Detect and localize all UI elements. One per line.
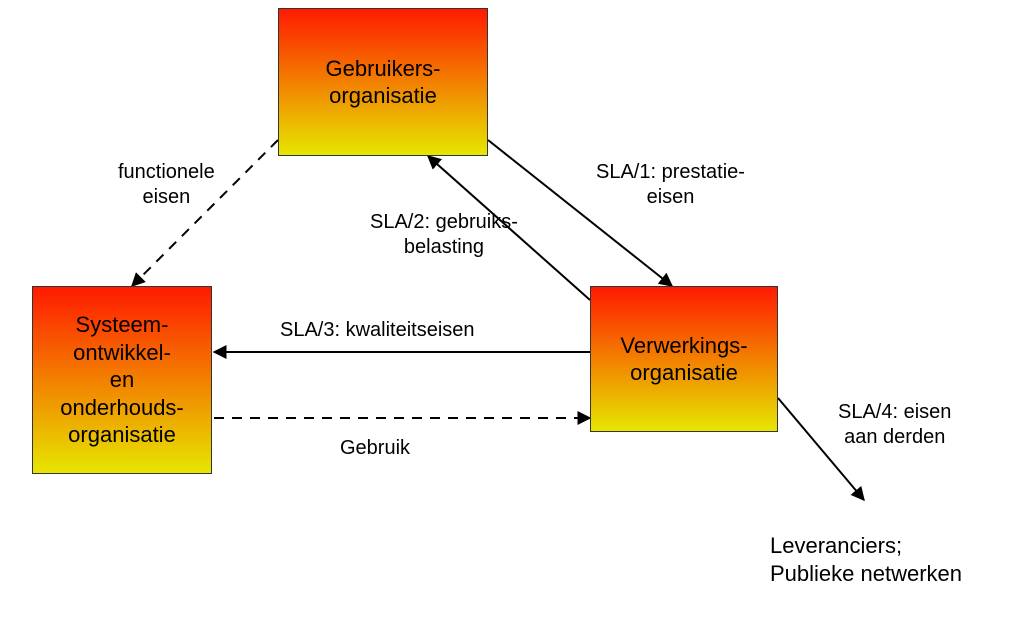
edge-label-sla2: SLA/2: gebruiks- belasting: [370, 210, 518, 260]
node-verwerkings: Verwerkings- organisatie: [590, 286, 778, 432]
node-gebruikers: Gebruikers- organisatie: [278, 8, 488, 156]
edge-label-sla4: SLA/4: eisen aan derden: [838, 400, 951, 450]
leveranciers-text: Leveranciers; Publieke netwerken: [770, 532, 962, 587]
edge-label-sla1: SLA/1: prestatie- eisen: [596, 160, 745, 210]
edge-label-functionele: functionele eisen: [118, 160, 215, 210]
edge-label-gebruik: Gebruik: [340, 436, 410, 461]
node-systeem: Systeem- ontwikkel- en onderhouds- organ…: [32, 286, 212, 474]
edge-label-sla3: SLA/3: kwaliteitseisen: [280, 318, 475, 343]
